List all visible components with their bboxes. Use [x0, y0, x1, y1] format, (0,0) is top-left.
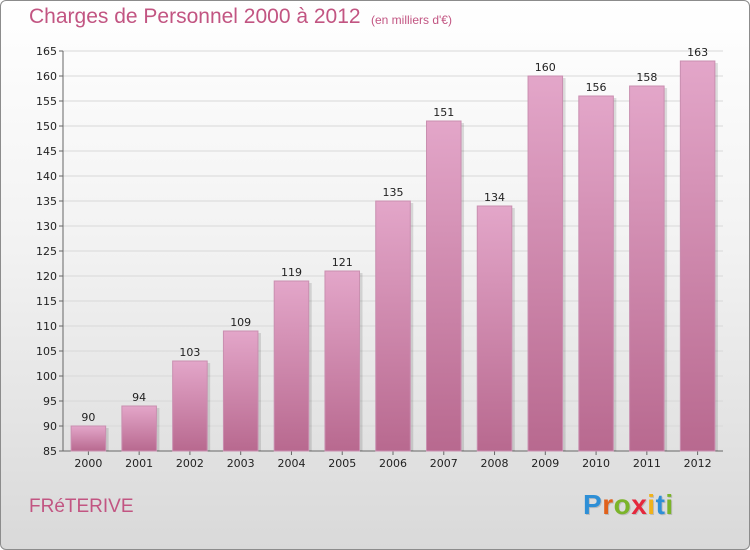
data-label: 163 — [687, 46, 708, 59]
y-tick-label: 145 — [36, 145, 57, 158]
bar — [324, 270, 360, 452]
axes: 85 90 95 100 105 110 115 120 125 130 135 140 145 150 1… — [36, 45, 723, 470]
x-tick-label: 2010 — [582, 457, 610, 470]
bar — [578, 95, 614, 452]
x-tick-label: 2003 — [227, 457, 255, 470]
data-label: 121 — [332, 256, 353, 269]
y-tick-label: 90 — [43, 420, 57, 433]
x-tick-label: 2000 — [74, 457, 102, 470]
x-tick-label: 2011 — [633, 457, 661, 470]
bar — [172, 360, 208, 452]
x-tick-label: 2007 — [430, 457, 458, 470]
bar — [375, 200, 411, 452]
data-label: 103 — [179, 346, 200, 359]
y-tick-label: 160 — [36, 70, 57, 83]
bar — [527, 75, 564, 452]
x-tick-label: 2002 — [176, 457, 204, 470]
labels: 90 94 103 109 119 121 135 151 134 160 156 158 163 — [81, 46, 708, 424]
x-tick-label: 2004 — [277, 457, 305, 470]
data-label: 134 — [484, 191, 505, 204]
y-tick-label: 135 — [36, 195, 57, 208]
bar — [70, 425, 107, 452]
bar — [426, 120, 462, 452]
y-tick-label: 85 — [43, 445, 57, 458]
x-tick-label: 2001 — [125, 457, 153, 470]
y-tick-label: 125 — [36, 245, 57, 258]
x-tick-label: 2012 — [684, 457, 712, 470]
y-tick-label: 165 — [36, 45, 57, 58]
y-tick-label: 95 — [43, 395, 57, 408]
y-tick-label: 140 — [36, 170, 57, 183]
logo-letter: t — [655, 489, 666, 520]
x-tick-label: 2008 — [481, 457, 509, 470]
logo-letter: i — [647, 489, 656, 520]
y-tick-label: 115 — [36, 295, 57, 308]
bar — [629, 85, 665, 452]
logo-letter: i — [665, 489, 674, 520]
data-label: 156 — [586, 81, 607, 94]
data-label: 94 — [132, 391, 146, 404]
bar — [679, 60, 716, 452]
y-tick-label: 155 — [36, 95, 57, 108]
commune-name: FRéTERIVE — [29, 496, 134, 517]
bars — [70, 60, 718, 452]
logo-letter: r — [602, 489, 614, 520]
x-tick-label: 2005 — [328, 457, 356, 470]
logo-letter: P — [583, 489, 603, 520]
y-tick-label: 100 — [36, 370, 57, 383]
y-tick-label: 110 — [36, 320, 57, 333]
y-tick-label: 120 — [36, 270, 57, 283]
chart-subtitle: (en milliers d'€) — [371, 13, 452, 27]
bar — [476, 205, 513, 452]
x-tick-label: 2006 — [379, 457, 407, 470]
data-label: 151 — [433, 106, 454, 119]
bar — [273, 280, 310, 452]
y-tick-label: 150 — [36, 120, 57, 133]
y-tick-label: 130 — [36, 220, 57, 233]
logo-letter: o — [613, 489, 632, 520]
chart-title: Charges de Personnel 2000 à 2012 — [29, 5, 361, 28]
data-label: 135 — [383, 186, 404, 199]
data-label: 160 — [535, 61, 556, 74]
logo-letter: x — [631, 489, 648, 520]
data-label: 109 — [230, 316, 251, 329]
y-tick-label: 105 — [36, 345, 57, 358]
bar — [121, 405, 157, 452]
data-label: 119 — [281, 266, 302, 279]
bar — [222, 330, 259, 452]
data-label: 158 — [636, 71, 657, 84]
x-tick-label: 2009 — [531, 457, 559, 470]
data-label: 90 — [81, 411, 95, 424]
proxiti-logo[interactable]: Proxiti — [583, 489, 674, 521]
